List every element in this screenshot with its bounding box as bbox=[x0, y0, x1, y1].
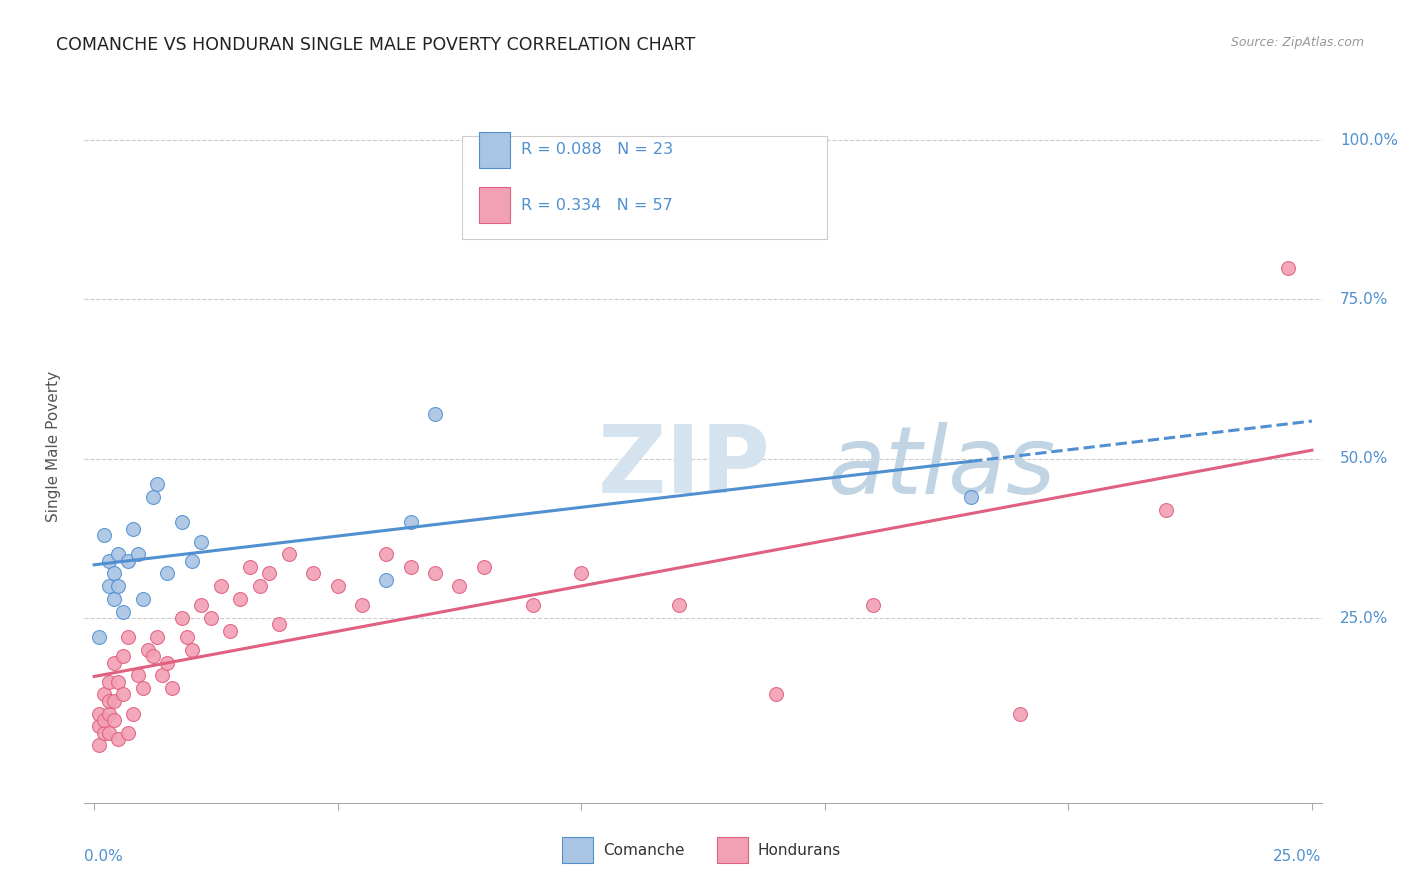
Point bbox=[229, 591, 252, 606]
Point bbox=[93, 528, 115, 542]
Point bbox=[103, 694, 125, 708]
Point bbox=[112, 688, 135, 702]
Text: 50.0%: 50.0% bbox=[1340, 451, 1389, 467]
Point bbox=[97, 554, 120, 568]
Point bbox=[150, 668, 173, 682]
Point bbox=[156, 656, 179, 670]
Point bbox=[146, 630, 169, 644]
Point bbox=[97, 579, 120, 593]
Point bbox=[302, 566, 325, 581]
Point bbox=[209, 579, 232, 593]
Point bbox=[399, 560, 422, 574]
Point bbox=[103, 656, 125, 670]
Point bbox=[93, 688, 115, 702]
Point bbox=[107, 732, 129, 747]
Text: R = 0.334   N = 57: R = 0.334 N = 57 bbox=[520, 198, 672, 212]
Text: 0.0%: 0.0% bbox=[84, 849, 124, 864]
Point bbox=[132, 681, 155, 695]
Point bbox=[87, 706, 110, 721]
Point bbox=[93, 713, 115, 727]
Point bbox=[190, 534, 212, 549]
Point bbox=[1008, 706, 1031, 721]
Point bbox=[146, 477, 169, 491]
Point bbox=[117, 630, 139, 644]
Point bbox=[127, 668, 149, 682]
Point bbox=[87, 719, 110, 733]
Text: Comanche: Comanche bbox=[603, 843, 685, 857]
Point bbox=[423, 566, 446, 581]
Point bbox=[399, 516, 422, 530]
Point bbox=[170, 611, 193, 625]
Point bbox=[107, 579, 129, 593]
Point bbox=[522, 599, 544, 613]
Point bbox=[375, 573, 398, 587]
Text: atlas: atlas bbox=[827, 422, 1054, 513]
Point bbox=[156, 566, 179, 581]
Point bbox=[1154, 502, 1177, 516]
Text: 100.0%: 100.0% bbox=[1340, 133, 1398, 148]
Text: COMANCHE VS HONDURAN SINGLE MALE POVERTY CORRELATION CHART: COMANCHE VS HONDURAN SINGLE MALE POVERTY… bbox=[56, 36, 696, 54]
Point bbox=[449, 579, 471, 593]
Text: 25.0%: 25.0% bbox=[1340, 610, 1389, 625]
Point bbox=[107, 547, 129, 561]
Point bbox=[472, 560, 495, 574]
Point bbox=[136, 643, 159, 657]
Point bbox=[103, 566, 125, 581]
Point bbox=[122, 522, 145, 536]
Point bbox=[190, 599, 212, 613]
Point bbox=[569, 566, 592, 581]
Point bbox=[112, 649, 135, 664]
Text: 75.0%: 75.0% bbox=[1340, 292, 1389, 307]
Point bbox=[97, 694, 120, 708]
Point bbox=[239, 560, 262, 574]
Point bbox=[127, 547, 149, 561]
Point bbox=[97, 674, 120, 689]
Text: Single Male Poverty: Single Male Poverty bbox=[46, 370, 60, 522]
Point bbox=[142, 490, 165, 504]
Point bbox=[87, 630, 110, 644]
Point bbox=[375, 547, 398, 561]
Point bbox=[249, 579, 271, 593]
Point bbox=[132, 591, 155, 606]
Point bbox=[259, 566, 281, 581]
Text: R = 0.088   N = 23: R = 0.088 N = 23 bbox=[520, 143, 673, 157]
Point bbox=[350, 599, 373, 613]
Point bbox=[160, 681, 183, 695]
Point bbox=[107, 674, 129, 689]
Point bbox=[117, 725, 139, 739]
Point bbox=[200, 611, 222, 625]
Point bbox=[269, 617, 291, 632]
Point bbox=[97, 725, 120, 739]
Text: Hondurans: Hondurans bbox=[758, 843, 841, 857]
Point bbox=[122, 706, 145, 721]
Point bbox=[112, 605, 135, 619]
Point bbox=[117, 554, 139, 568]
Text: 25.0%: 25.0% bbox=[1274, 849, 1322, 864]
Point bbox=[97, 706, 120, 721]
Point bbox=[142, 649, 165, 664]
Point bbox=[278, 547, 301, 561]
Point bbox=[862, 599, 884, 613]
Point bbox=[423, 407, 446, 421]
Point bbox=[176, 630, 198, 644]
Point bbox=[1277, 260, 1299, 275]
Point bbox=[180, 554, 202, 568]
Point bbox=[87, 739, 110, 753]
Point bbox=[219, 624, 242, 638]
Point bbox=[765, 688, 787, 702]
Point bbox=[103, 591, 125, 606]
Point bbox=[960, 490, 983, 504]
Text: Source: ZipAtlas.com: Source: ZipAtlas.com bbox=[1230, 36, 1364, 49]
Point bbox=[668, 599, 690, 613]
Point bbox=[180, 643, 202, 657]
Point bbox=[103, 713, 125, 727]
Text: ZIP: ZIP bbox=[598, 421, 770, 514]
Point bbox=[326, 579, 349, 593]
Point bbox=[170, 516, 193, 530]
Point bbox=[93, 725, 115, 739]
